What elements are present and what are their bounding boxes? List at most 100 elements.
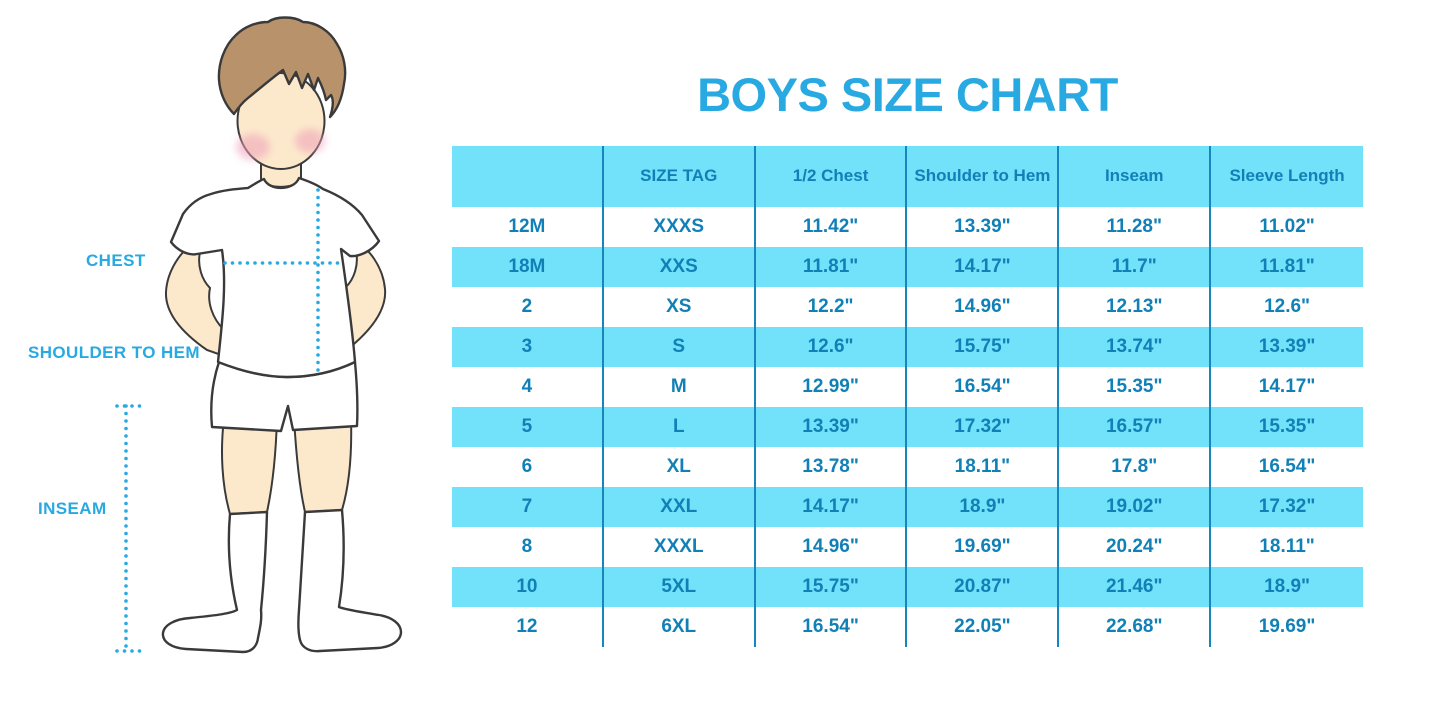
table-cell: 15.35"	[1059, 367, 1212, 407]
header-cell: Sleeve Length	[1229, 166, 1345, 186]
table-cell: 18M	[452, 247, 604, 287]
header-cell: 1/2 Chest	[756, 146, 908, 207]
table-cell: 18.9"	[1264, 575, 1311, 597]
table-cell: 20.24"	[1059, 527, 1212, 567]
table-cell: XXXS	[604, 207, 756, 247]
table-row: 6 XL 13.78" 18.11" 17.8" 16.54"	[452, 447, 1363, 487]
table-cell: 14.17"	[907, 247, 1060, 287]
table-cell: 22.05"	[907, 607, 1060, 647]
table-row: 5 L 13.39" 17.32" 16.57" 15.35"	[452, 407, 1363, 447]
table-cell: 16.54"	[907, 367, 1060, 407]
table-cell: 19.69"	[1258, 615, 1316, 637]
table-cell: 15.35"	[1258, 415, 1316, 437]
table-cell: 11.7"	[1059, 247, 1212, 287]
table-cell: 14.17"	[1258, 375, 1316, 397]
table-cell: XXXL	[604, 527, 756, 567]
table-cell: 12.6"	[756, 327, 908, 367]
table-cell: 11.81"	[756, 247, 908, 287]
table-cell: 13.78"	[756, 447, 908, 487]
table-row: 4 M 12.99" 16.54" 15.35" 14.17"	[452, 367, 1363, 407]
table-row: 3 S 12.6" 15.75" 13.74" 13.39"	[452, 327, 1363, 367]
inseam-label: INSEAM	[38, 499, 107, 518]
table-cell: 19.69"	[907, 527, 1060, 567]
table-cell: 16.57"	[1059, 407, 1212, 447]
table-cell: 17.8"	[1059, 447, 1212, 487]
tshirt-shape	[169, 176, 381, 379]
table-cell: 13.39"	[907, 207, 1060, 247]
table-cell: M	[604, 367, 756, 407]
table-cell: 8	[452, 527, 604, 567]
right-leg-shape	[292, 417, 353, 514]
size-table: SIZE TAG 1/2 Chest Shoulder to Hem Inseam Sl…	[452, 146, 1363, 647]
right-blush	[295, 129, 325, 153]
right-sock-shape	[297, 508, 403, 653]
table-cell: 6XL	[604, 607, 756, 647]
hair-shape	[217, 16, 347, 119]
table-cell: 3	[452, 327, 604, 367]
table-cell: 17.32"	[907, 407, 1060, 447]
chest-label: CHEST	[86, 251, 146, 270]
table-cell: 11.28"	[1059, 207, 1212, 247]
table-row: 7 XXL 14.17" 18.9" 19.02" 17.32"	[452, 487, 1363, 527]
table-cell: 10	[452, 567, 604, 607]
table-cell: 11.02"	[1259, 215, 1315, 237]
table-cell: 6	[452, 447, 604, 487]
table-cell: 16.54"	[1258, 455, 1316, 477]
table-cell: 14.96"	[907, 287, 1060, 327]
table-cell: 5	[452, 407, 604, 447]
table-row: 8 XXXL 14.96" 19.69" 20.24" 18.11"	[452, 527, 1363, 567]
table-cell: 4	[452, 367, 604, 407]
table-cell: 12M	[452, 207, 604, 247]
header-cell: Inseam	[1059, 146, 1212, 207]
measurement-figure: CHEST SHOULDER TO HEM INSEAM	[0, 0, 445, 690]
table-cell: 15.75"	[907, 327, 1060, 367]
shoulder-to-hem-label: SHOULDER TO HEM	[28, 343, 200, 362]
table-cell: XL	[604, 447, 756, 487]
table-cell: 13.39"	[1258, 335, 1316, 357]
header-cell: Shoulder to Hem	[907, 146, 1060, 207]
table-cell: 12	[452, 607, 604, 647]
table-row: 18M XXS 11.81" 14.17" 11.7" 11.81"	[452, 247, 1363, 287]
table-cell: L	[604, 407, 756, 447]
header-cell: SIZE TAG	[604, 146, 756, 207]
table-cell: 13.74"	[1059, 327, 1212, 367]
table-cell: 20.87"	[907, 567, 1060, 607]
table-cell: 11.81"	[1259, 255, 1315, 277]
table-cell: XXL	[604, 487, 756, 527]
table-cell: 14.17"	[756, 487, 908, 527]
table-cell: 18.9"	[907, 487, 1060, 527]
left-arm-shape	[164, 238, 225, 358]
table-cell: XXS	[604, 247, 756, 287]
table-row: 12M XXXS 11.42" 13.39" 11.28" 11.02"	[452, 207, 1363, 247]
left-blush	[236, 134, 270, 160]
table-cell: 12.2"	[756, 287, 908, 327]
table-cell: S	[604, 327, 756, 367]
table-cell: 5XL	[604, 567, 756, 607]
boy-illustration	[115, 16, 403, 654]
table-row: 12 6XL 16.54" 22.05" 22.68" 19.69"	[452, 607, 1363, 647]
left-sock-shape	[161, 510, 269, 654]
header-cell	[452, 146, 604, 207]
table-cell: 16.54"	[756, 607, 908, 647]
left-leg-shape	[221, 417, 279, 516]
table-cell: 12.99"	[756, 367, 908, 407]
table-cell: 18.11"	[1259, 535, 1315, 557]
table-cell: 15.75"	[756, 567, 908, 607]
table-cell: 12.13"	[1059, 287, 1212, 327]
table-header-row: SIZE TAG 1/2 Chest Shoulder to Hem Inseam Sl…	[452, 146, 1363, 207]
table-cell: 13.39"	[756, 407, 908, 447]
table-cell: 18.11"	[907, 447, 1060, 487]
table-cell: XS	[604, 287, 756, 327]
table-cell: 7	[452, 487, 604, 527]
table-cell: 11.42"	[756, 207, 908, 247]
table-cell: 14.96"	[756, 527, 908, 567]
table-row: 2 XS 12.2" 14.96" 12.13" 12.6"	[452, 287, 1363, 327]
table-cell: 2	[452, 287, 604, 327]
table-cell: 21.46"	[1059, 567, 1212, 607]
table-cell: 22.68"	[1059, 607, 1212, 647]
table-row: 10 5XL 15.75" 20.87" 21.46" 18.9"	[452, 567, 1363, 607]
table-cell: 19.02"	[1059, 487, 1212, 527]
page-title: BOYS SIZE CHART	[697, 68, 1118, 122]
table-cell: 12.6"	[1264, 295, 1311, 317]
